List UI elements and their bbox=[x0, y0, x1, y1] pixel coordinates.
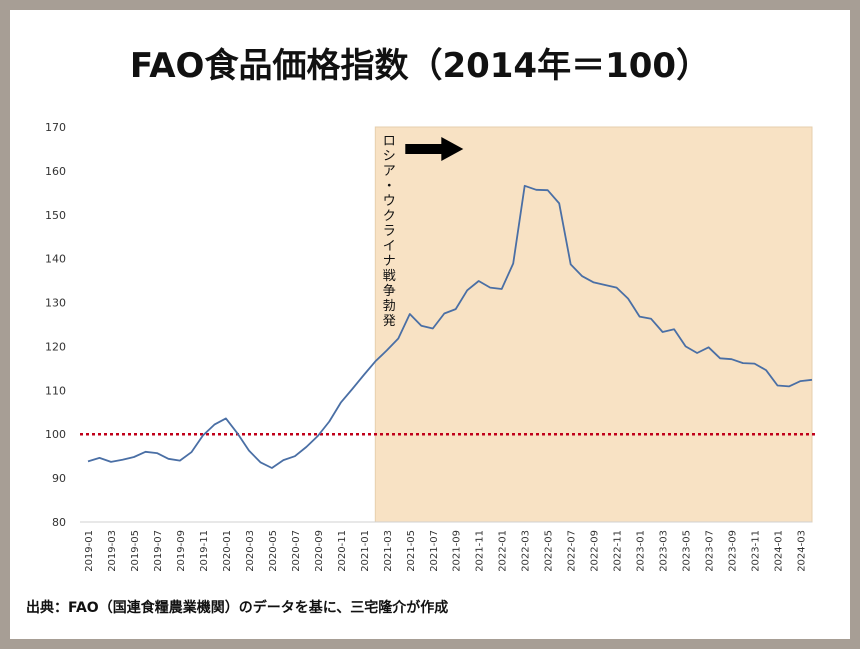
war-label-char: ウ bbox=[383, 194, 396, 209]
x-tick-label: 2019-03 bbox=[107, 530, 118, 572]
x-tick-label: 2023-05 bbox=[682, 530, 693, 572]
y-tick-label: 100 bbox=[45, 428, 66, 441]
y-tick-label: 110 bbox=[45, 384, 66, 397]
right-arrow-icon bbox=[441, 137, 464, 161]
x-tick-label: 2021-07 bbox=[429, 530, 440, 572]
x-tick-label: 2020-03 bbox=[245, 530, 256, 572]
x-tick-label: 2022-11 bbox=[613, 530, 624, 572]
x-tick-label: 2021-11 bbox=[475, 530, 486, 572]
x-tick-label: 2024-01 bbox=[774, 530, 785, 572]
war-label-char: ア bbox=[383, 164, 396, 179]
war-label-char: ・ bbox=[383, 179, 396, 194]
x-tick-label: 2022-07 bbox=[567, 530, 578, 572]
x-tick-label: 2019-07 bbox=[153, 530, 164, 572]
y-tick-label: 120 bbox=[45, 340, 66, 353]
x-tick-label: 2021-05 bbox=[406, 530, 417, 572]
y-tick-label: 150 bbox=[45, 209, 66, 222]
war-label-char: ナ bbox=[383, 254, 396, 269]
war-label-char: 勃 bbox=[383, 299, 396, 314]
x-tick-label: 2023-11 bbox=[751, 530, 762, 572]
war-label-char: シ bbox=[383, 149, 396, 164]
x-tick-label: 2022-01 bbox=[498, 530, 509, 572]
x-tick-label: 2020-11 bbox=[337, 530, 348, 572]
war-label-char: ク bbox=[383, 209, 396, 224]
x-tick-label: 2023-01 bbox=[636, 530, 647, 572]
war-label-char: ラ bbox=[383, 224, 396, 239]
x-tick-label: 2024-03 bbox=[797, 530, 808, 572]
x-tick-label: 2023-09 bbox=[728, 530, 739, 572]
x-tick-label: 2019-01 bbox=[84, 530, 95, 572]
y-tick-label: 130 bbox=[45, 297, 66, 310]
war-label-char: ロ bbox=[383, 134, 396, 149]
x-tick-label: 2023-03 bbox=[659, 530, 670, 572]
x-tick-label: 2021-09 bbox=[452, 530, 463, 572]
x-tick-label: 2021-01 bbox=[360, 530, 371, 572]
x-tick-label: 2023-07 bbox=[705, 530, 716, 572]
x-tick-label: 2019-11 bbox=[199, 530, 210, 572]
war-label-char: 発 bbox=[383, 314, 396, 329]
y-tick-label: 80 bbox=[52, 516, 66, 529]
food-price-index-line bbox=[87, 184, 813, 469]
war-period-shade bbox=[374, 126, 813, 523]
chart-title: FAO食品価格指数（2014年＝100） bbox=[129, 46, 711, 86]
x-tick-label: 2019-09 bbox=[176, 530, 187, 572]
x-tick-label: 2020-07 bbox=[291, 530, 302, 572]
arrow-shaft bbox=[405, 144, 444, 154]
y-tick-label: 90 bbox=[52, 472, 66, 485]
x-tick-label: 2020-09 bbox=[314, 530, 325, 572]
x-tick-label: 2022-05 bbox=[544, 530, 555, 572]
x-tick-label: 2022-09 bbox=[590, 530, 601, 572]
war-label-char: 戦 bbox=[383, 269, 396, 284]
y-tick-label: 140 bbox=[45, 253, 66, 266]
x-tick-label: 2021-03 bbox=[383, 530, 394, 572]
x-tick-label: 2022-03 bbox=[521, 530, 532, 572]
source-note: 出典：FAO（国連食糧農業機関）のデータを基に、三宅隆介が作成 bbox=[26, 600, 449, 616]
x-tick-label: 2020-01 bbox=[222, 530, 233, 572]
y-tick-label: 160 bbox=[45, 165, 66, 178]
war-label-char: 争 bbox=[383, 284, 396, 299]
y-tick-label: 170 bbox=[45, 121, 66, 134]
x-tick-label: 2019-05 bbox=[130, 530, 141, 572]
war-label-char: イ bbox=[383, 239, 396, 254]
x-tick-label: 2020-05 bbox=[268, 530, 279, 572]
